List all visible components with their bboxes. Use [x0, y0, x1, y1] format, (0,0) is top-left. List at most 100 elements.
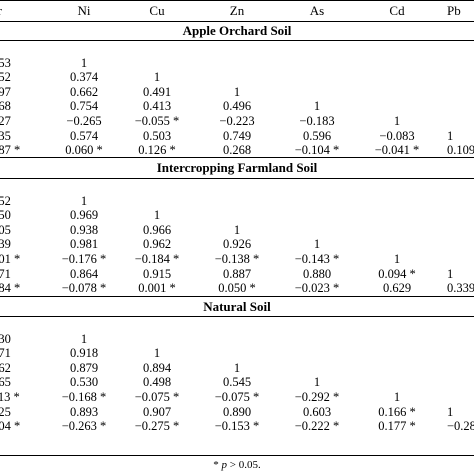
- footnote-text: > 0.05.: [229, 459, 261, 471]
- table-cell: 0.907: [142, 404, 172, 419]
- header-cell: Pb: [447, 3, 461, 18]
- table-cell: .668: [0, 99, 11, 114]
- table-cell: −0.075 *: [214, 390, 260, 404]
- table-cell: −0.263 *: [61, 419, 107, 434]
- table-cell: .871: [0, 266, 11, 281]
- table-row: .668 0.754 0.413 0.496 1: [0, 98, 474, 115]
- table-row: .925 0.893 0.907 0.890 0.603 0.166 * 1: [0, 404, 474, 421]
- table-row: .797 0.662 0.491 1: [0, 84, 474, 101]
- table-cell: −0.041 *: [374, 143, 420, 158]
- table-cell: 0.754: [69, 99, 99, 114]
- table-cell: −0.28: [447, 419, 474, 434]
- section-title: Intercropping Farmland Soil: [156, 160, 318, 175]
- table-cell: 0.969: [69, 208, 99, 223]
- table-cell: −0.183: [299, 114, 335, 128]
- table-cell: .925: [0, 404, 11, 419]
- header-cell: Ni: [77, 3, 91, 18]
- table-cell: .871: [0, 346, 11, 361]
- table-cell: 0.981: [69, 237, 99, 252]
- table-cell: −0.176 *: [61, 252, 107, 266]
- table-cell: 0.001 *: [138, 281, 176, 296]
- table-cell: 1: [233, 84, 241, 99]
- table-cell: 1: [447, 266, 454, 281]
- table-cell: 0.109: [447, 143, 474, 158]
- table-cell: −0.292 *: [294, 390, 340, 404]
- table-cell: −0.083: [379, 128, 415, 143]
- table-cell: 0.060 *: [65, 143, 103, 158]
- table-cell: 0.879: [69, 360, 99, 375]
- table-cell: 1: [80, 55, 88, 70]
- footnote-p: p: [221, 459, 228, 471]
- table-cell: .113 *: [0, 390, 20, 404]
- table-row: .565 0.530 0.498 0.545 1: [0, 374, 474, 391]
- table-cell: 0.938: [69, 222, 99, 237]
- table-cell: 0.864: [69, 266, 99, 281]
- header-cell: Zn: [229, 3, 245, 18]
- table-cell: 0.890: [222, 404, 252, 419]
- table-cell: 1: [313, 237, 321, 252]
- table-row: .905 0.938 0.966 1: [0, 222, 474, 239]
- section-rule: [0, 157, 474, 158]
- table-cell: 0.503: [142, 128, 172, 143]
- table-cell: 1: [153, 346, 161, 361]
- table-row: .101 * −0.176 * −0.184 * −0.138 * −0.143 * 1: [0, 251, 474, 268]
- table-cell: 0.374: [69, 70, 99, 85]
- table-cell: −0.153 *: [214, 419, 260, 434]
- table-cell: −0.075 *: [134, 390, 180, 404]
- header-rule: [0, 21, 474, 22]
- table-cell: 0.050 *: [218, 281, 256, 296]
- table-cell: −0.055 *: [134, 114, 180, 128]
- table-cell: −0.104 *: [294, 143, 340, 158]
- table-cell: .227: [0, 114, 11, 128]
- table-cell: .905: [0, 222, 11, 237]
- table-cell: 0.880: [302, 266, 332, 281]
- table-cell: 0.962: [142, 237, 172, 252]
- table-cell: .101 *: [0, 252, 21, 266]
- table-row: .304 * −0.263 * −0.275 * −0.153 * −0.222 * 0.…: [0, 418, 474, 435]
- table-cell: 1: [153, 208, 161, 223]
- table-cell: 0.177 *: [378, 419, 416, 434]
- table-cell: −0.223: [219, 114, 255, 128]
- footnote: * p > 0.05.: [0, 458, 474, 472]
- table-cell: 1: [447, 128, 454, 143]
- table-cell: 0.894: [142, 360, 172, 375]
- bottom-rule: [0, 455, 474, 456]
- table-row: .653 1: [0, 55, 474, 72]
- footnote-marker: *: [213, 459, 219, 471]
- table-cell: 1: [313, 375, 321, 390]
- table-cell: 0.749: [222, 128, 252, 143]
- table-cell: 1: [393, 114, 401, 128]
- table-cell: 0.339: [447, 281, 474, 296]
- section-rule: [0, 296, 474, 297]
- table-cell: 0.918: [69, 346, 99, 361]
- table-cell: 0.574: [69, 128, 99, 143]
- header-cell: Cu: [149, 3, 165, 18]
- table-cell: 0.094 *: [378, 266, 416, 281]
- table-row: .871 0.918 1: [0, 345, 474, 362]
- table-cell: 0.413: [142, 99, 172, 114]
- table-cell: −0.023 *: [294, 281, 340, 296]
- table-cell: 1: [313, 99, 321, 114]
- table-row: .113 * −0.168 * −0.075 * −0.075 * −0.292 * 1: [0, 389, 474, 406]
- header-cell: As: [309, 3, 325, 18]
- table-cell: 0.603: [302, 404, 332, 419]
- table-cell: 0.545: [222, 375, 252, 390]
- table-cell: −0.168 *: [61, 390, 107, 404]
- table-cell: 0.662: [69, 84, 99, 99]
- table-cell: 1: [233, 360, 241, 375]
- table-cell: −0.265: [66, 114, 102, 128]
- top-rule: [0, 0, 474, 1]
- table-cell: .087 *: [0, 143, 21, 158]
- table-cell: 1: [80, 193, 88, 208]
- table-row: .871 0.864 0.915 0.887 0.880 0.094 * 1: [0, 266, 474, 283]
- table-cell: 0.893: [69, 404, 99, 419]
- table-cell: .452: [0, 70, 11, 85]
- table-row: .952 1: [0, 193, 474, 210]
- table-cell: −0.275 *: [134, 419, 180, 434]
- table-row: .862 0.879 0.894 1: [0, 360, 474, 377]
- table-row: .939 0.981 0.962 0.926 1: [0, 236, 474, 253]
- table-cell: 0.498: [142, 375, 172, 390]
- table-cell: −0.222 *: [294, 419, 340, 434]
- section-title: Natural Soil: [203, 299, 271, 314]
